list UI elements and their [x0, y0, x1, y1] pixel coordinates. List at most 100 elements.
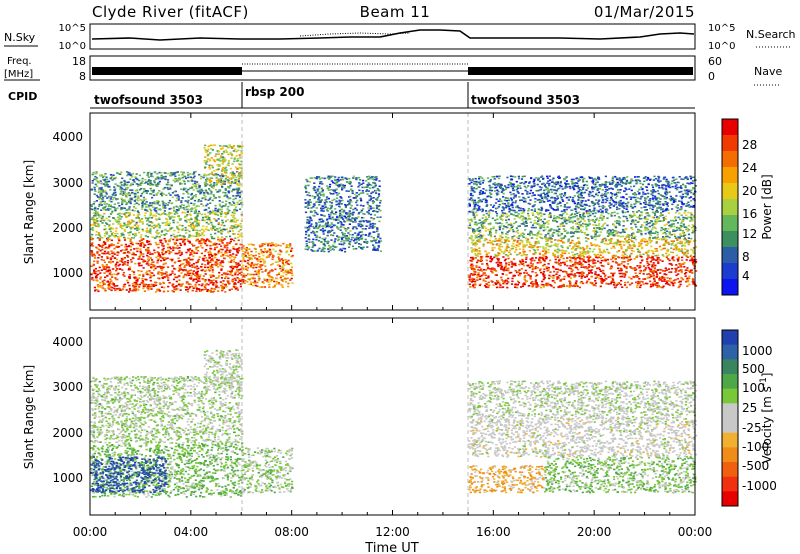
power-cell: [193, 265, 196, 268]
power-cell: [524, 280, 527, 283]
power-cell: [586, 256, 589, 258]
power-cell: [268, 248, 271, 250]
power-cell: [628, 255, 631, 258]
power-cell: [321, 237, 324, 240]
power-cell: [363, 241, 366, 244]
power-cell: [105, 183, 108, 186]
power-cell: [160, 213, 163, 215]
power-cell: [179, 183, 182, 185]
power-cell: [279, 250, 282, 253]
power-cell: [225, 200, 228, 203]
power-cell: [187, 199, 190, 202]
power-cell: [334, 189, 337, 191]
power-cell: [284, 270, 287, 272]
power-cell: [322, 195, 325, 197]
power-cell: [319, 201, 322, 203]
power-cell: [243, 253, 246, 255]
power-cell: [239, 163, 242, 166]
power-cell: [235, 195, 238, 197]
power-cell: [489, 268, 492, 270]
power-cell: [282, 278, 286, 281]
power-cell: [121, 194, 124, 196]
power-cell: [197, 258, 200, 261]
power-cell: [111, 282, 114, 284]
power-cell: [141, 241, 144, 244]
power-cell: [326, 221, 329, 224]
power-cell: [375, 242, 378, 244]
power-cell: [217, 168, 220, 170]
power-cell: [159, 267, 163, 270]
power-cell: [635, 268, 638, 270]
power-cell: [116, 221, 119, 223]
power-cell: [204, 166, 207, 169]
power-cell: [358, 189, 361, 192]
power-cell: [342, 226, 345, 229]
power-cell: [482, 278, 485, 280]
power-cell: [109, 230, 112, 233]
power-cell: [92, 212, 95, 214]
power-cell: [103, 267, 106, 270]
power-cell: [304, 187, 308, 190]
power-cell: [109, 174, 113, 176]
power-cell: [116, 207, 119, 209]
power-cell: [487, 276, 490, 279]
power-cell: [150, 172, 153, 175]
power-cell: [150, 193, 153, 195]
power-cell: [354, 197, 357, 199]
power-cell: [363, 186, 366, 189]
power-cell: [222, 156, 225, 158]
power-cell: [229, 240, 232, 243]
power-cell: [203, 257, 206, 260]
power-cell: [163, 272, 166, 275]
power-cell: [103, 212, 106, 215]
power-cell: [186, 210, 189, 213]
power-cell: [239, 268, 242, 271]
power-cell: [221, 260, 224, 262]
power-cell: [319, 182, 322, 185]
power-cell: [556, 276, 559, 279]
power-cell: [227, 191, 230, 194]
power-cell: [200, 245, 203, 247]
power-cell: [185, 264, 188, 266]
power-cell: [99, 249, 102, 252]
power-cell: [135, 283, 138, 286]
power-cell: [323, 177, 326, 180]
power-cell: [128, 223, 131, 225]
power-cell: [545, 266, 548, 268]
nave-label: Nave: [754, 65, 782, 78]
power-cell: [260, 250, 263, 253]
power-cell: [181, 173, 184, 176]
power-cell: [179, 205, 182, 207]
power-cell: [125, 248, 128, 250]
power-cell: [163, 237, 166, 240]
power-cell: [468, 274, 471, 277]
power-cell: [361, 224, 364, 227]
power-cell: [314, 196, 317, 198]
power-cell: [154, 215, 157, 217]
power-cell: [162, 277, 165, 279]
power-cell: [239, 156, 242, 159]
power-cell: [365, 219, 368, 222]
power-cell: [505, 263, 508, 266]
power-cell: [340, 183, 343, 185]
power-cell: [209, 211, 213, 214]
power-cell: [218, 240, 221, 242]
power-cell: [189, 235, 192, 238]
power-cell: [214, 207, 217, 210]
power-cell: [686, 267, 689, 269]
power-cell: [209, 177, 212, 179]
power-cell: [229, 185, 232, 187]
power-cell: [123, 222, 126, 224]
power-cell: [158, 180, 161, 183]
power-cell: [183, 243, 186, 246]
power-cell: [275, 281, 279, 283]
power-cell: [190, 264, 194, 266]
power-cell: [205, 257, 208, 259]
power-cell: [338, 183, 341, 186]
power-cell: [663, 270, 666, 272]
power-cell: [116, 273, 119, 276]
power-cell: [175, 285, 178, 287]
power-cell: [224, 168, 227, 170]
power-cell: [119, 173, 122, 175]
power-cell: [108, 253, 111, 255]
